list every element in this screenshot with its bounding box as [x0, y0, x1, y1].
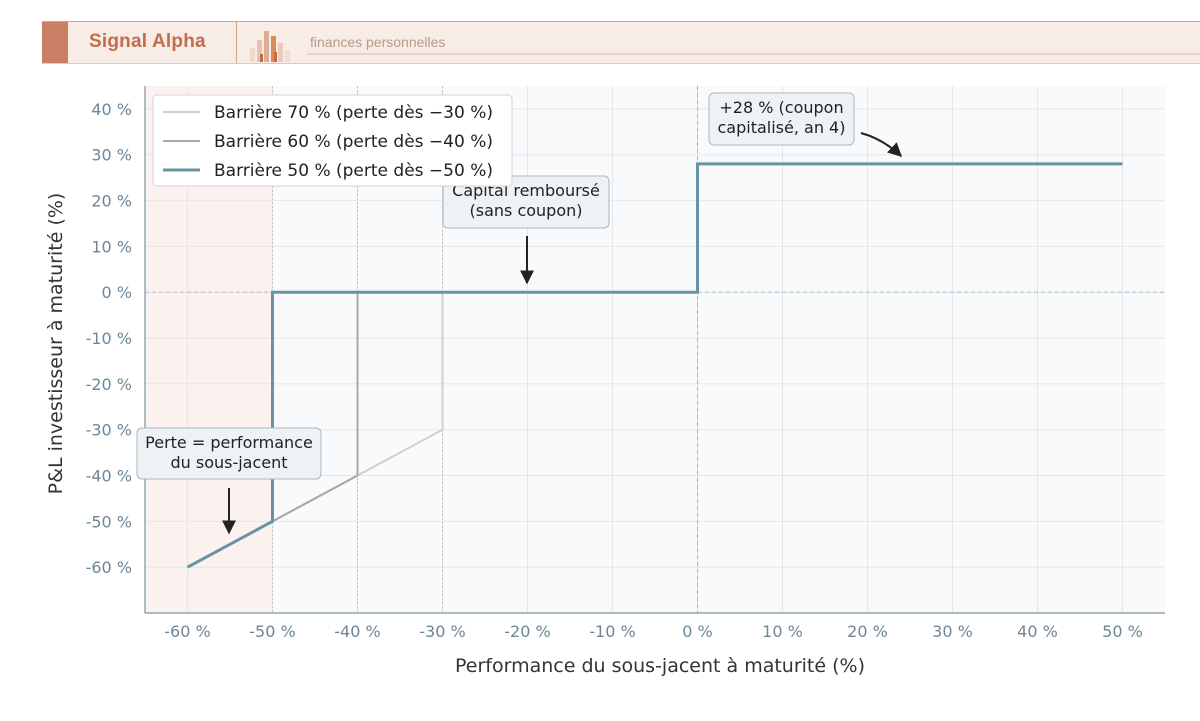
- header-accent-bar: [42, 22, 68, 63]
- x-tick-label: -60 %: [164, 622, 210, 641]
- x-tick-label: -30 %: [419, 622, 465, 641]
- x-tick-label: 30 %: [932, 622, 973, 641]
- y-tick-label: -10 %: [86, 329, 132, 348]
- header-divider: [236, 22, 237, 63]
- series-line: [186, 162, 1123, 569]
- x-tick-label: -10 %: [589, 622, 635, 641]
- x-tick-label: 50 %: [1102, 622, 1143, 641]
- x-tick-label: 40 %: [1017, 622, 1058, 641]
- x-tick-label: -50 %: [249, 622, 295, 641]
- legend-label: Barrière 50 % (perte dès −50 %): [214, 161, 493, 181]
- annotation-box: [136, 427, 322, 480]
- x-axis-title: Performance du sous-jacent à maturité (%…: [455, 655, 865, 677]
- x-tick-label: -20 %: [504, 622, 550, 641]
- legend-box: [152, 94, 513, 187]
- y-tick-label: -50 %: [86, 512, 132, 531]
- annotation-text: capitalisé, an 4): [718, 118, 846, 137]
- y-tick-label: 40 %: [91, 100, 132, 119]
- x-tick-label: 20 %: [847, 622, 888, 641]
- x-tick-label: -40 %: [334, 622, 380, 641]
- y-axis-title: P&L investisseur à maturité (%): [45, 193, 67, 495]
- tagline-rule: [307, 53, 1200, 55]
- annotation-box: [708, 92, 855, 146]
- y-tick-label: -20 %: [86, 375, 132, 394]
- y-tick-label: 30 %: [91, 146, 132, 165]
- bar-chart-icon: [250, 31, 290, 62]
- legend-label: Barrière 60 % (perte dès −40 %): [214, 132, 493, 152]
- y-tick-label: 0 %: [102, 283, 132, 302]
- annotation-text: Perte = performance: [145, 433, 313, 452]
- annotation-text: du sous-jacent: [170, 453, 287, 472]
- y-tick-label: 10 %: [91, 237, 132, 256]
- brand-name[interactable]: Signal Alpha: [89, 31, 206, 52]
- annotation-box: [442, 175, 610, 229]
- annotation-arrow: [860, 132, 903, 157]
- legend-label: Barrière 70 % (perte dès −30 %): [214, 103, 493, 123]
- site-header: Signal Alpha finances personnelles: [42, 21, 1200, 64]
- y-tick-label: -40 %: [86, 467, 132, 486]
- annotation-text: +28 % (coupon: [719, 98, 843, 117]
- tagline: finances personnelles: [310, 34, 446, 50]
- y-tick-label: 20 %: [91, 192, 132, 211]
- x-tick-label: 0 %: [682, 622, 712, 641]
- x-tick-label: 10 %: [762, 622, 803, 641]
- y-tick-label: -60 %: [86, 558, 132, 577]
- y-tick-label: -30 %: [86, 421, 132, 440]
- annotation-text: (sans coupon): [470, 201, 583, 220]
